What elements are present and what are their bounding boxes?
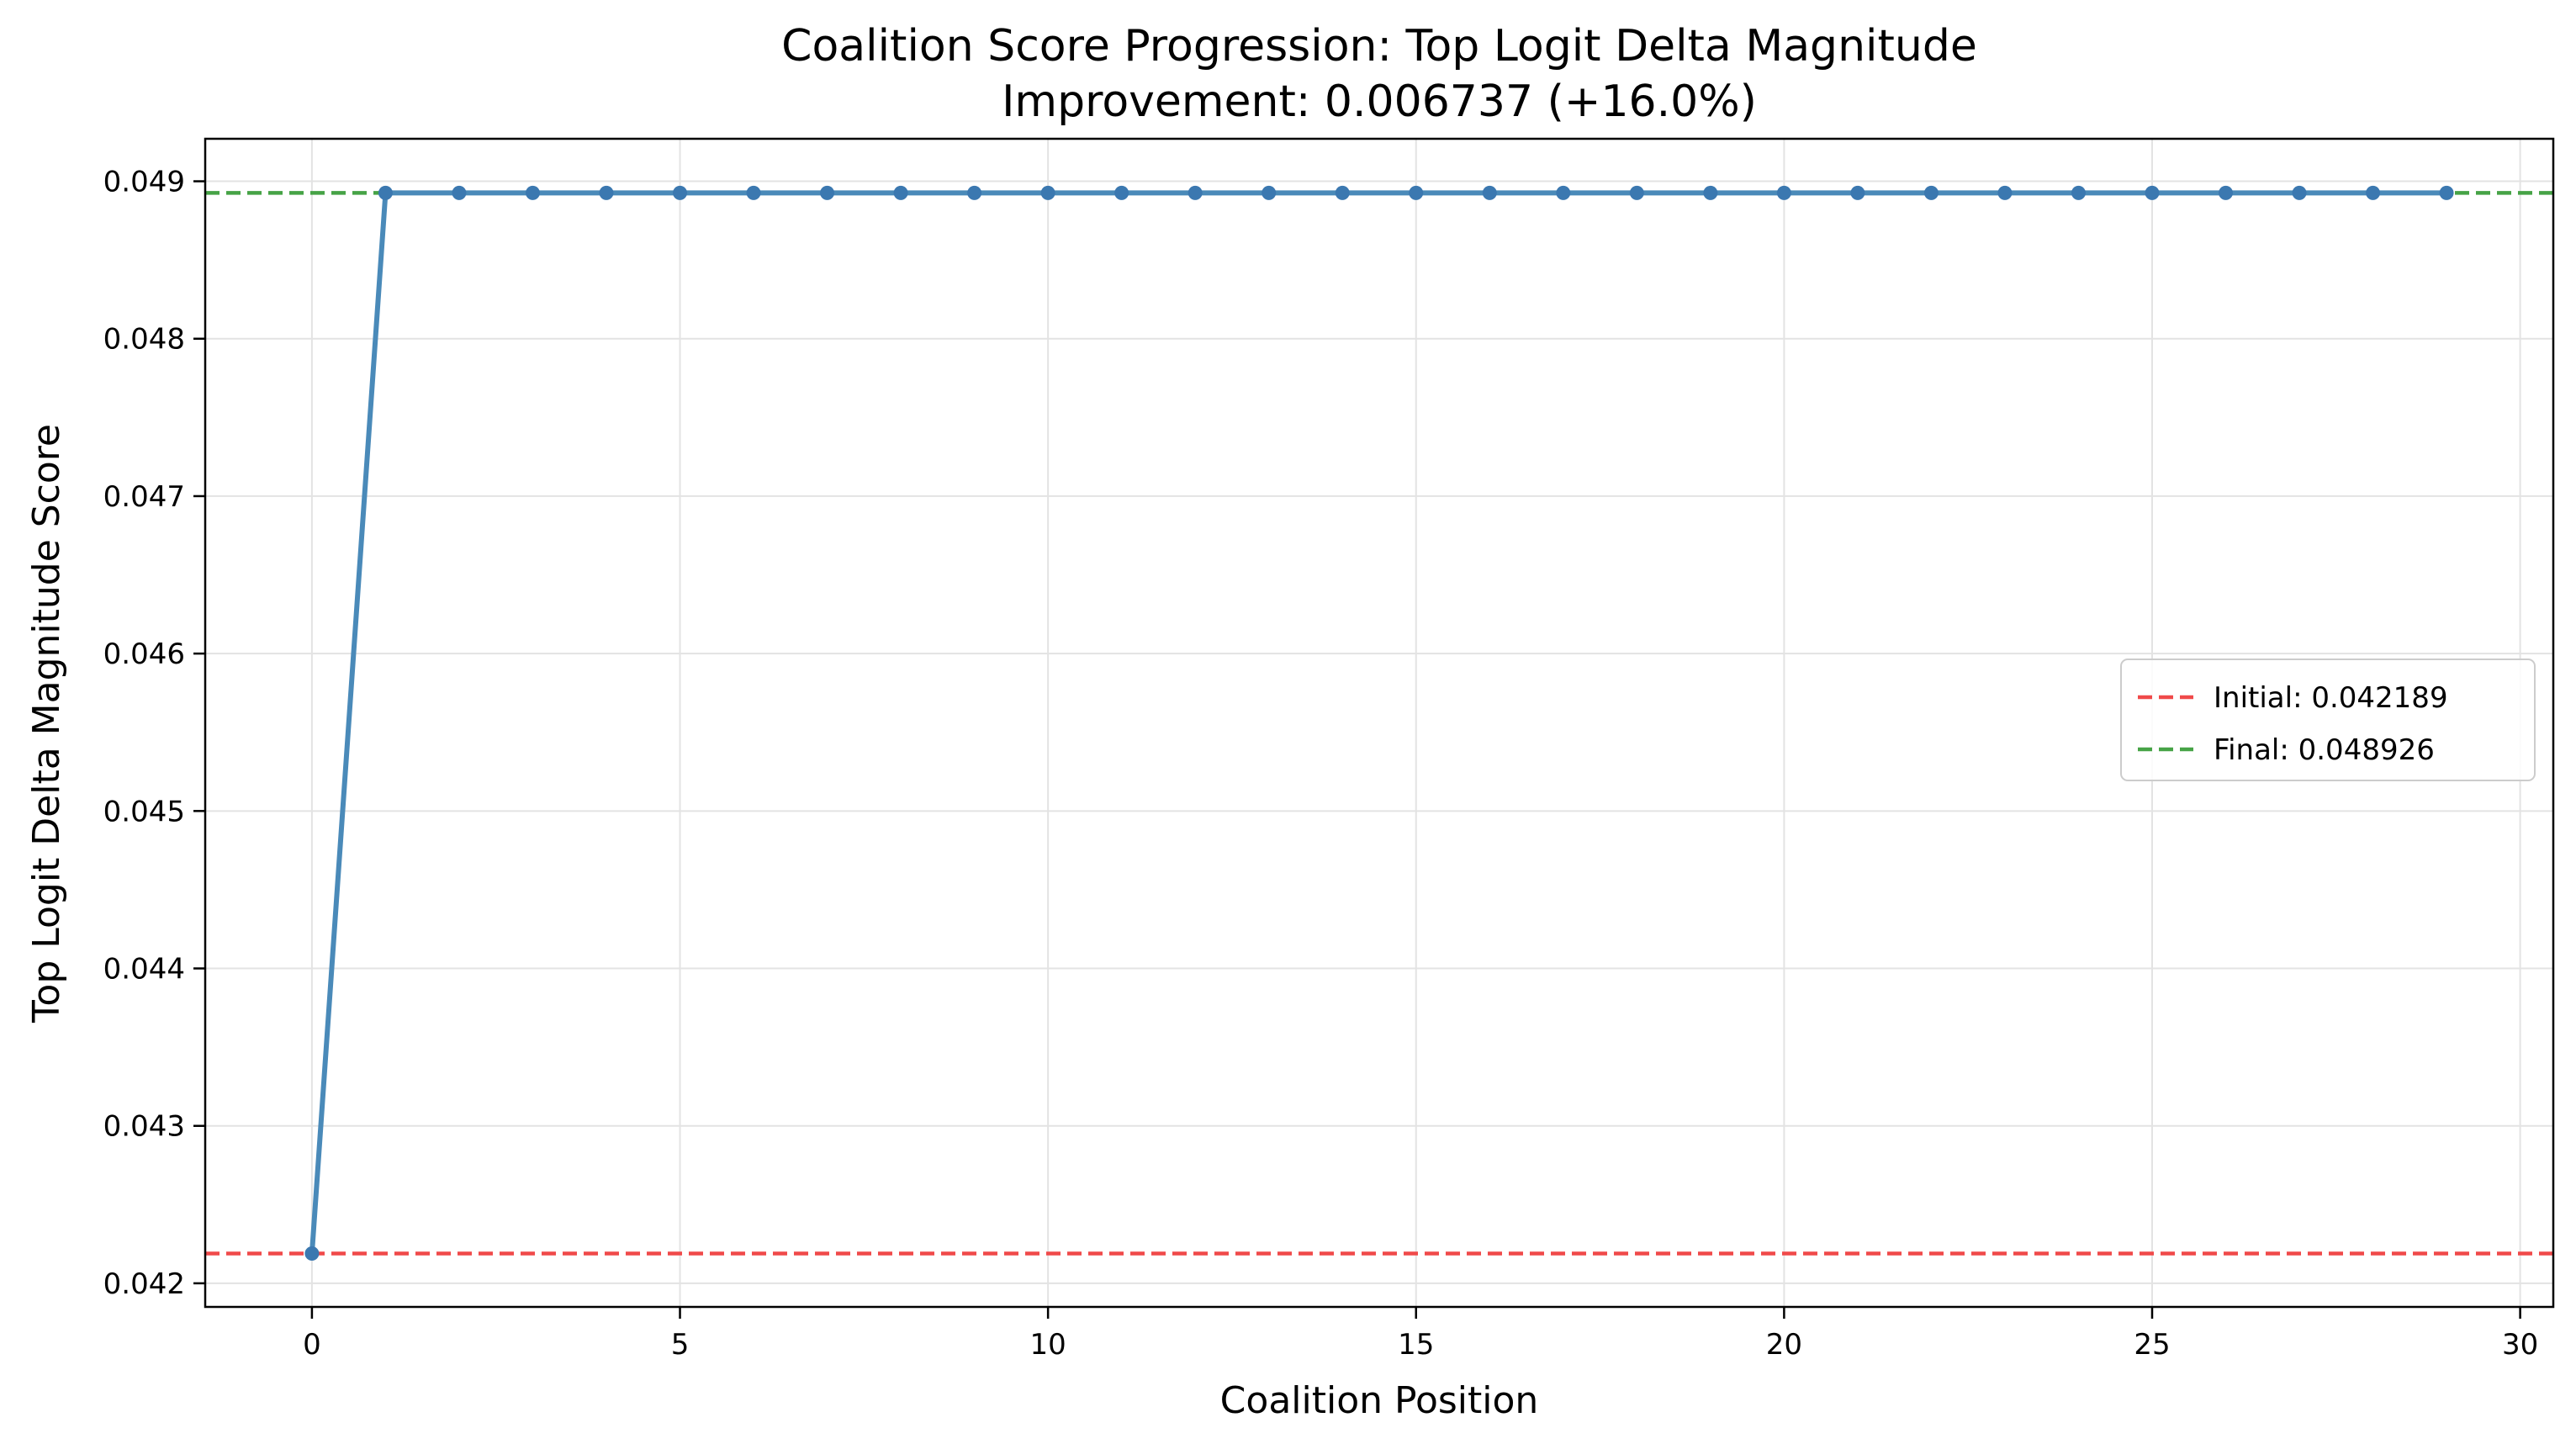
y-axis: 0.042 0.043 0.044 0.045 0.046 0.047 0.048 0.049 — [103, 166, 205, 1301]
y-tick-label: 0.048 — [103, 323, 185, 357]
data-point — [1629, 185, 1644, 200]
legend-label: Final: 0.048926 — [2214, 733, 2435, 767]
data-point — [1409, 185, 1424, 200]
data-point — [2219, 185, 2234, 200]
data-point — [2292, 185, 2307, 200]
y-tick-label: 0.049 — [103, 166, 185, 199]
data-point — [378, 185, 393, 200]
data-point — [2071, 185, 2086, 200]
data-point — [746, 185, 761, 200]
data-point — [1923, 185, 1939, 200]
legend-box — [2120, 659, 2536, 781]
data-point — [2439, 185, 2454, 200]
x-tick-label: 20 — [1766, 1328, 1802, 1362]
x-tick-label: 0 — [303, 1328, 321, 1362]
data-point — [673, 185, 688, 200]
data-point — [1556, 185, 1571, 200]
data-point — [1850, 185, 1865, 200]
data-point — [1703, 185, 1718, 200]
data-point — [893, 185, 908, 200]
data-point — [2366, 185, 2381, 200]
data-point — [1262, 185, 1277, 200]
x-axis: 0 5 10 15 20 25 30 — [303, 1307, 2538, 1362]
data-point — [1482, 185, 1497, 200]
y-tick-label: 0.046 — [103, 637, 185, 671]
legend-label: Initial: 0.042189 — [2214, 681, 2448, 715]
series-layer — [304, 185, 2454, 1262]
data-point — [820, 185, 835, 200]
series-line — [309, 190, 2450, 1256]
x-tick-label: 15 — [1398, 1328, 1434, 1362]
x-tick-label: 5 — [671, 1328, 690, 1362]
data-point — [1040, 185, 1055, 200]
x-tick-label: 25 — [2134, 1328, 2170, 1362]
data-point — [1187, 185, 1203, 200]
y-tick-label: 0.045 — [103, 795, 185, 828]
data-point — [304, 1246, 320, 1262]
plot-frame — [204, 137, 2555, 1309]
data-point — [1776, 185, 1791, 200]
y-axis-label: Top Logit Delta Magnitude Score — [25, 424, 68, 1023]
data-point — [1335, 185, 1350, 200]
chart-title: Coalition Score Progression: Top Logit D… — [781, 21, 1977, 71]
chart-subtitle: Improvement: 0.006737 (+16.0%) — [1002, 77, 1757, 127]
data-point — [2145, 185, 2160, 200]
y-tick-label: 0.042 — [103, 1267, 185, 1301]
x-axis-label: Coalition Position — [1220, 1379, 1539, 1422]
x-tick-label: 10 — [1030, 1328, 1066, 1362]
y-tick-label: 0.043 — [103, 1110, 185, 1144]
x-tick-label: 30 — [2502, 1328, 2538, 1362]
data-point — [1114, 185, 1129, 200]
legend: Initial: 0.042189 Final: 0.048926 — [2120, 659, 2536, 781]
data-point — [599, 185, 614, 200]
data-point — [525, 185, 540, 200]
data-point — [1997, 185, 2013, 200]
y-tick-label: 0.044 — [103, 953, 185, 986]
y-tick-label: 0.047 — [103, 480, 185, 514]
data-point — [452, 185, 467, 200]
data-point — [967, 185, 982, 200]
